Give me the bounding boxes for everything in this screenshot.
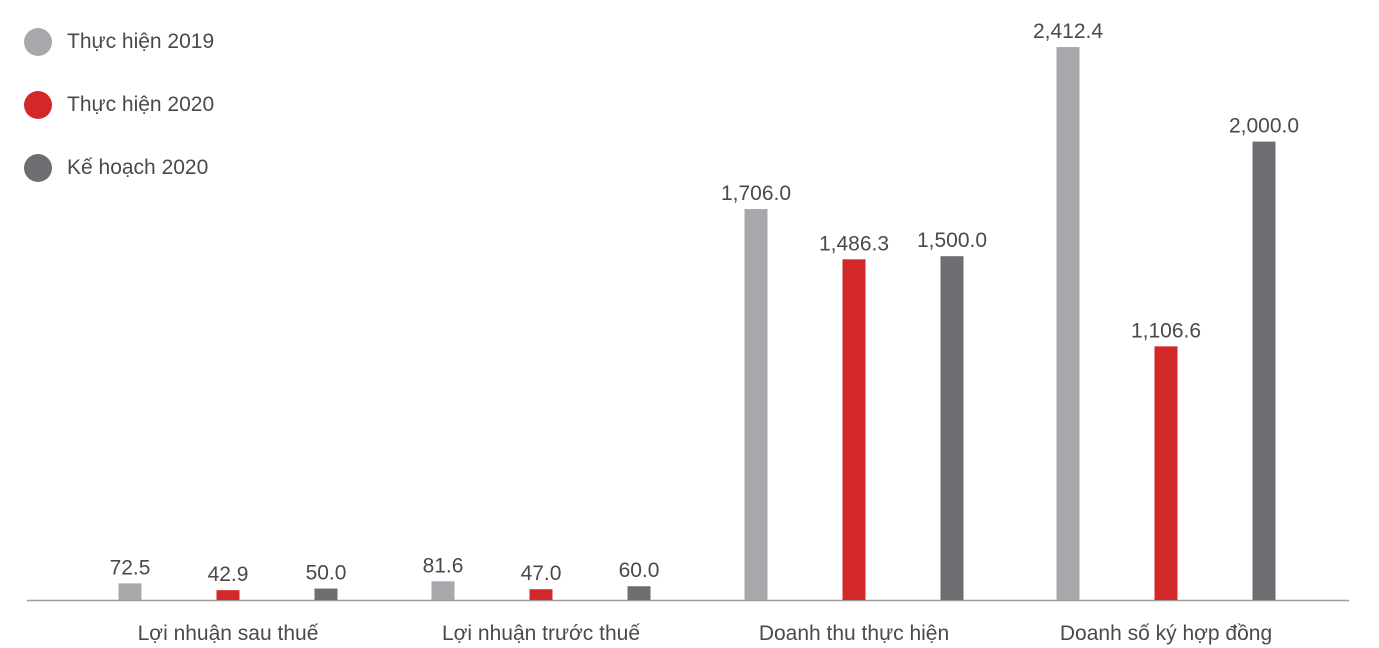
- bar: [1154, 346, 1178, 600]
- bar: [431, 581, 455, 600]
- data-label: 50.0: [306, 562, 347, 585]
- bar: [314, 588, 338, 600]
- legend-swatch-plan-2020: [24, 154, 52, 182]
- chart-legend: Thực hiện 2019 Thực hiện 2020 Kế hoạch 2…: [24, 27, 214, 216]
- bar: [1252, 141, 1276, 600]
- bar: [627, 586, 651, 600]
- bar: [1056, 47, 1080, 600]
- bar: [842, 259, 866, 600]
- category-label: Lợi nhuận trước thuế: [442, 622, 640, 645]
- data-label: 47.0: [521, 562, 562, 585]
- category-label: Doanh số ký hợp đồng: [1060, 622, 1272, 645]
- bar: [940, 256, 964, 600]
- data-label: 60.0: [619, 559, 660, 582]
- legend-swatch-2020: [24, 91, 52, 119]
- data-label: 1,106.6: [1131, 319, 1201, 342]
- data-label: 81.6: [423, 554, 464, 577]
- bar: [744, 208, 768, 600]
- category-label: Doanh thu thực hiện: [759, 622, 949, 645]
- data-label: 72.5: [110, 556, 151, 579]
- data-label: 1,486.3: [819, 232, 889, 255]
- bar: [529, 589, 553, 600]
- bar: [118, 583, 142, 600]
- legend-label-2019: Thực hiện 2019: [67, 30, 215, 53]
- data-label: 2,412.4: [1033, 20, 1103, 43]
- legend-swatch-2019: [24, 28, 52, 56]
- bar: [216, 590, 240, 600]
- data-label: 2,000.0: [1229, 115, 1299, 138]
- legend-label-plan-2020: Kế hoạch 2020: [67, 156, 209, 179]
- data-label: 42.9: [208, 563, 249, 586]
- legend-label-2020: Thực hiện 2020: [67, 93, 215, 116]
- data-label: 1,500.0: [917, 229, 987, 252]
- legend-item-plan-2020: Kế hoạch 2020: [24, 153, 214, 183]
- legend-item-2019: Thực hiện 2019: [24, 27, 214, 57]
- category-label: Lợi nhuận sau thuế: [138, 622, 319, 645]
- data-label: 1,706.0: [721, 182, 791, 205]
- legend-item-2020: Thực hiện 2020: [24, 90, 214, 120]
